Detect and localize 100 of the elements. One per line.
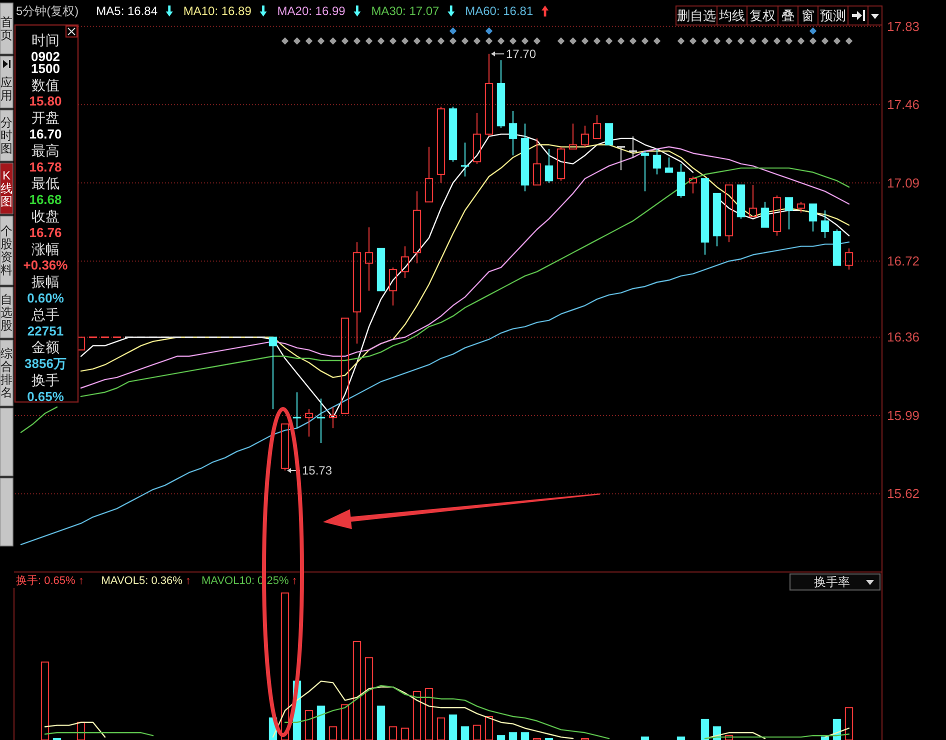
- annotation: 涨幅: [32, 240, 60, 257]
- candlestick: [472, 112, 482, 164]
- bar: [388, 726, 398, 740]
- candlestick: [496, 60, 506, 128]
- category-label: 删自选: [677, 8, 716, 23]
- candlestick: [292, 392, 302, 429]
- candlestick: [544, 148, 554, 184]
- candlestick: [412, 190, 422, 264]
- bar: [304, 710, 314, 740]
- category-label: 自选股: [0, 292, 12, 332]
- text: MA20: 16.99: [277, 4, 346, 18]
- y-tick-label: 15.62: [887, 486, 920, 502]
- annotation: 换手: [32, 372, 60, 388]
- category-label: 复权: [750, 8, 776, 23]
- y-tick-label: 17.83: [887, 18, 920, 34]
- annotation: +0.36%: [23, 258, 68, 273]
- bar: [412, 690, 422, 740]
- text: MA5: 16.84: [96, 4, 158, 18]
- bar: [280, 592, 290, 740]
- annotation: 16.70: [29, 126, 62, 142]
- annotation: 22751: [27, 323, 64, 338]
- category-label: 窗: [802, 8, 814, 23]
- bar: [364, 657, 374, 740]
- annotation: 15.73: [302, 463, 332, 478]
- text: MAVOL5: 0.36%↑: [101, 575, 191, 587]
- bar: [676, 736, 686, 740]
- annotation: 最高: [32, 142, 60, 158]
- chart-title: 5分钟(复权): [16, 4, 79, 18]
- line-series: [20, 241, 850, 546]
- annotation: 振幅: [32, 274, 60, 290]
- bar: [424, 688, 434, 740]
- bar: [472, 724, 482, 740]
- bar: [436, 717, 446, 740]
- bar: [448, 714, 458, 740]
- text: MA30: 17.07: [371, 4, 440, 18]
- annotation: 收盘: [32, 208, 60, 224]
- annotation: 总手: [30, 306, 60, 322]
- text: 换手: 0.65%↑: [16, 574, 84, 587]
- annotation: 16.78: [29, 159, 62, 174]
- candlestick: [484, 53, 494, 137]
- text: MA10: 16.89: [183, 4, 252, 18]
- candlestick: [520, 123, 530, 192]
- category-label: 分时图: [0, 116, 12, 156]
- y-tick-label: 15.99: [887, 408, 920, 423]
- category-label: 个股资料: [0, 224, 12, 277]
- annotation: 16.76: [29, 224, 62, 240]
- annotation: 时间: [32, 32, 60, 48]
- candlestick: [328, 406, 338, 429]
- bar: [520, 732, 530, 740]
- bar: [340, 704, 350, 740]
- y-tick-label: 16.72: [887, 254, 920, 269]
- candlestick: [304, 408, 314, 438]
- candlestick: [628, 136, 638, 158]
- category-label: 首页: [0, 15, 12, 42]
- category-label: K线图: [0, 168, 12, 208]
- annotation: 开盘: [32, 110, 60, 126]
- bar: [376, 706, 386, 740]
- bar: [496, 735, 506, 740]
- bar: [400, 728, 410, 740]
- annotation: 最低: [32, 175, 60, 192]
- bar: [508, 732, 518, 740]
- category-label: 应用: [0, 76, 12, 102]
- candlestick: [508, 110, 518, 156]
- bar: [640, 736, 650, 740]
- bar: [820, 736, 830, 740]
- y-tick-label: 17.46: [887, 97, 920, 112]
- text: MA60: 16.81: [465, 4, 534, 18]
- bar: [724, 735, 734, 740]
- annotation: 数值: [32, 76, 60, 93]
- bar: [76, 722, 86, 740]
- candlestick: [436, 106, 446, 184]
- candlestick: [616, 146, 626, 171]
- category-label: 均线: [718, 8, 745, 23]
- annotation: 15.80: [29, 94, 62, 109]
- bar: [844, 707, 854, 740]
- text: 换手率: [814, 575, 850, 589]
- bar: [40, 662, 50, 740]
- candlestick: [460, 142, 470, 178]
- y-tick-label: 16.36: [887, 330, 920, 345]
- bar: [316, 706, 326, 740]
- annotation: 0.65%: [27, 388, 64, 404]
- y-tick-label: 17.09: [887, 175, 920, 190]
- category-label: 预测: [820, 8, 846, 23]
- candlestick: [820, 210, 830, 238]
- annotation: 金额: [32, 339, 60, 356]
- bar: [700, 718, 710, 740]
- category-label: 综合排名: [0, 346, 12, 400]
- annotation: 3856万: [24, 356, 66, 372]
- category-label: 叠: [782, 8, 794, 23]
- candlestick: [352, 242, 362, 344]
- candlestick: [652, 148, 662, 175]
- candlestick: [316, 398, 326, 444]
- candlestick: [364, 226, 374, 292]
- annotation: 16.68: [29, 192, 62, 208]
- bar: [328, 726, 338, 740]
- annotation: 17.70: [506, 46, 536, 61]
- bar: [460, 726, 470, 740]
- candlestick: [400, 246, 410, 279]
- bar: [484, 716, 494, 740]
- bar: [352, 641, 362, 740]
